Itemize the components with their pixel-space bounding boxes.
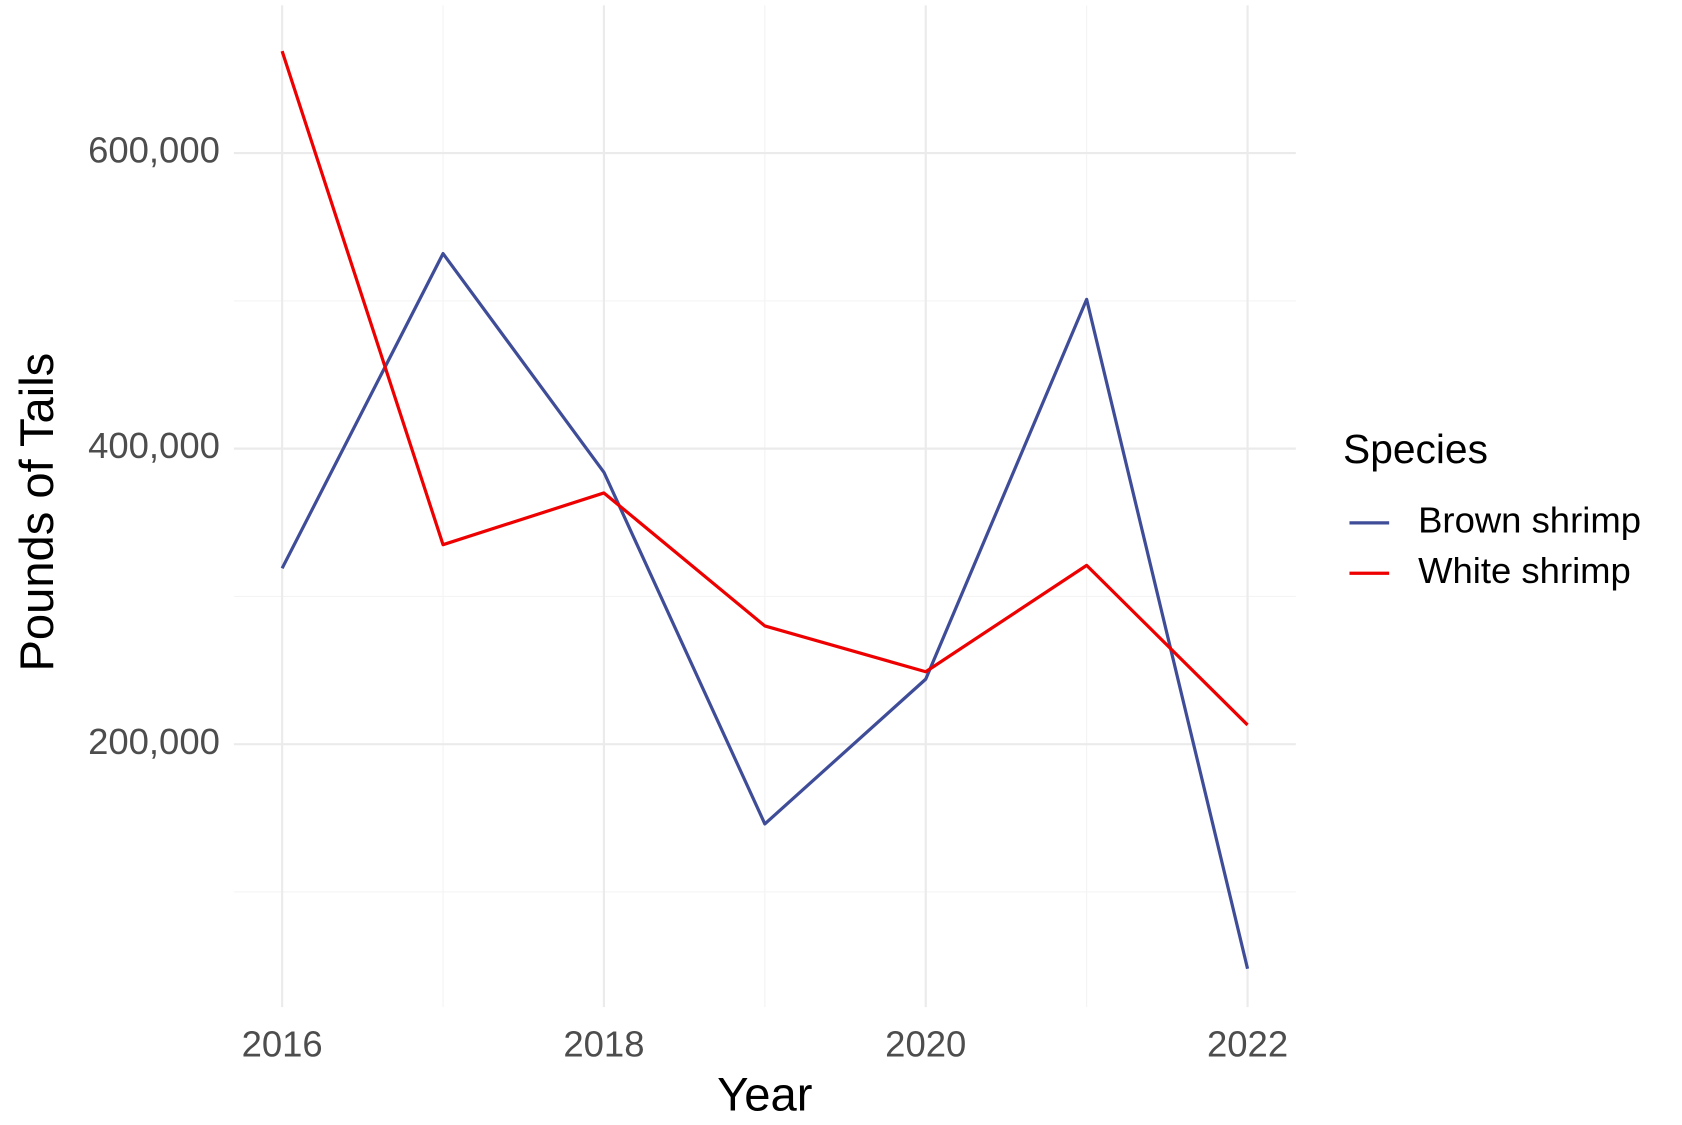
x-tick-label: 2022	[1207, 1023, 1288, 1064]
series-line	[280, 251, 1250, 970]
x-axis-title: Year	[717, 1068, 812, 1121]
series-line	[280, 50, 1249, 727]
y-axis-title: Pounds of Tails	[10, 353, 63, 672]
y-tick-label: 200,000	[88, 721, 220, 762]
y-tick-label: 400,000	[88, 425, 220, 466]
x-tick-label: 2020	[885, 1023, 966, 1064]
legend-title: Species	[1343, 426, 1488, 472]
x-tick-label: 2016	[242, 1023, 323, 1064]
legend-label: Brown shrimp	[1418, 499, 1641, 540]
x-tick-label: 2018	[563, 1023, 644, 1064]
y-tick-label: 600,000	[88, 130, 220, 171]
legend-label: White shrimp	[1418, 550, 1631, 591]
